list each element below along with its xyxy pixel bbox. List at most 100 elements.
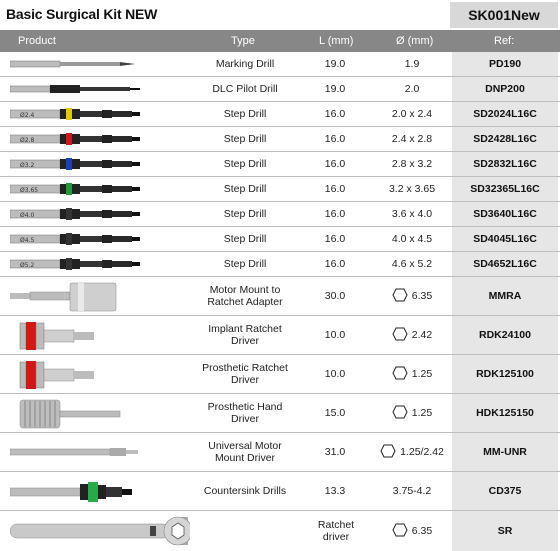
product-diameter-value: 6.35 [411,290,433,302]
product-length: 30.0 [324,290,346,302]
hex-icon [392,523,412,540]
product-type: Step Drill [170,202,320,226]
table-row: Ø5.2 Step Drill 16.0 4.6 x 5.2 SD4652L16C [0,252,560,277]
table-row: Ø4.0 Step Drill 16.0 3.6 x 4.0 SD3640L16C [0,202,560,227]
product-length: 16.0 [324,158,346,170]
product-diameter: 3.2 x 3.65 [362,177,462,201]
product-length: 15.0 [324,407,346,419]
product-diameter: 2.42 [362,316,462,354]
product-ref: DNP200 [452,77,558,101]
product-ref: SR [452,511,558,551]
product-diameter-value: 6.35 [411,525,433,537]
product-ref: MMRA [452,277,558,315]
product-type: Step Drill [170,252,320,276]
product-ref: RDK24100 [452,316,558,354]
kit-code-badge: SK001New [450,2,558,28]
hex-icon [380,444,400,461]
product-type: Step Drill [170,227,320,251]
hex-icon [392,405,412,422]
table-row: Implant Ratchet Driver 10.0 2.42 RDK24100 [0,316,560,355]
product-type: Motor Mount to Ratchet Adapter [170,277,320,315]
product-diameter-value: 4.6 x 5.2 [391,258,433,270]
product-diameter: 3.75-4.2 [362,472,462,510]
product-type-line: Prosthetic Hand [207,401,283,413]
product-diameter: 2.4 x 2.8 [362,127,462,151]
product-image-step-drill: Ø4.0 [0,202,160,226]
table-row: Ø3.65 Step Drill 16.0 3.2 x 3.65 SD32365L16C [0,177,560,202]
product-type: Step Drill [170,152,320,176]
product-ref: SD32365L16C [452,177,558,201]
header-type: Type [231,35,255,47]
product-diameter-value: 3.6 x 4.0 [391,208,433,220]
hex-icon [392,327,412,344]
product-type: Prosthetic Hand Driver [170,394,320,432]
product-type-label: Countersink Drills [203,485,287,497]
table-row: Prosthetic Hand Driver 15.0 1.25 HDK125150 [0,394,560,433]
product-diameter: 1.9 [362,52,462,76]
product-diameter: 1.25 [362,355,462,393]
product-image-hand-driver [0,394,160,432]
product-length: 16.0 [324,183,346,195]
svg-text:Ø2.4: Ø2.4 [20,112,34,119]
product-diameter: 1.25/2.42 [362,433,462,471]
product-image-step-drill: Ø3.2 [0,152,160,176]
page-title: Basic Surgical Kit NEW [6,6,158,22]
table-row: Marking Drill 19.0 1.9 PD190 [0,52,560,77]
product-diameter-value: 1.25 [411,407,433,419]
product-image-step-drill: Ø5.2 [0,252,160,276]
product-diameter: 6.35 [362,511,462,551]
product-diameter: 2.0 [362,77,462,101]
product-diameter-value: 2.42 [411,329,433,341]
product-type-line: Prosthetic Ratchet [202,362,288,374]
header-diameter: Ø (mm) [396,35,434,47]
product-type-line: Driver [230,374,259,386]
product-table-body: Marking Drill 19.0 1.9 PD190 DLC Pilot Drill… [0,52,560,551]
product-type-label: Step Drill [223,158,267,170]
product-diameter-value: 2.4 x 2.8 [391,133,433,145]
product-type: DLC Pilot Drill [170,77,320,101]
product-diameter: 2.8 x 3.2 [362,152,462,176]
product-length: 16.0 [324,233,346,245]
product-length: 19.0 [324,83,346,95]
product-type-line: Driver [231,413,259,425]
product-ref: MM-UNR [452,433,558,471]
product-diameter: 6.35 [362,277,462,315]
product-ref: SD3640L16C [452,202,558,226]
product-image-motor-driver [0,433,160,471]
product-type-line: Motor Mount to [209,284,281,296]
table-row: Ø2.4 Step Drill 16.0 2.0 x 2.4 SD2024L16C [0,102,560,127]
hex-icon [392,366,412,383]
product-image-step-drill: Ø2.4 [0,102,160,126]
svg-text:Ø2.8: Ø2.8 [20,137,34,144]
product-ref: SD2832L16C [452,152,558,176]
product-diameter-value: 3.75-4.2 [392,485,432,497]
product-type-label: Marking Drill [215,58,275,70]
product-type-label: Step Drill [223,233,267,245]
table-row: Ratchet driver 6.35 SR [0,511,560,551]
table-row: Prosthetic Ratchet Driver 10.0 1.25 RDK12510… [0,355,560,394]
table-row: Ø2.8 Step Drill 16.0 2.4 x 2.8 SD2428L16C [0,127,560,152]
svg-text:Ø3.2: Ø3.2 [20,162,34,169]
product-type: Universal Motor Mount Driver [170,433,320,471]
product-image-step-drill: Ø3.65 [0,177,160,201]
product-ref: SD4045L16C [452,227,558,251]
product-length: 16.0 [324,208,346,220]
product-type: Countersink Drills [170,472,320,510]
product-image-ratchet-driver [0,355,160,393]
product-type: Step Drill [170,177,320,201]
header-ref: Ref: [494,35,515,47]
table-row: Ø3.2 Step Drill 16.0 2.8 x 3.2 SD2832L16C [0,152,560,177]
product-type-label: Step Drill [223,208,267,220]
product-type-label: Step Drill [223,258,267,270]
product-type: Prosthetic Ratchet Driver [170,355,320,393]
product-type-line: Driver [230,335,259,347]
svg-text:Ø3.65: Ø3.65 [20,187,38,194]
product-image-marking-drill [0,52,160,76]
product-image-countersink [0,472,160,510]
product-diameter: 3.6 x 4.0 [362,202,462,226]
product-length: 16.0 [324,108,346,120]
product-length: 31.0 [324,446,346,458]
product-ref: HDK125150 [452,394,558,432]
product-diameter-value: 2.0 x 2.4 [391,108,433,120]
product-ref: CD375 [452,472,558,510]
